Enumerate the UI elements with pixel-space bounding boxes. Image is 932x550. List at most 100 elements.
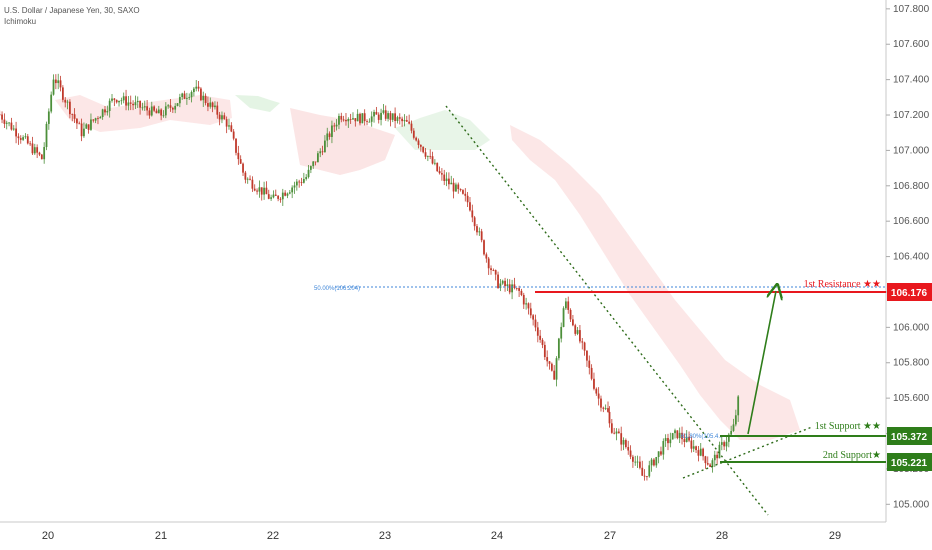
descending-trendline (445, 105, 769, 516)
candle-body (469, 202, 471, 211)
candle-body (162, 115, 165, 117)
candle-body (702, 448, 704, 457)
candle-body (648, 465, 651, 477)
candle-body (445, 178, 448, 181)
candle-body (394, 113, 397, 122)
candle-body (73, 114, 76, 119)
candle-body (431, 156, 434, 164)
candle-body (106, 110, 109, 113)
candle-body (579, 330, 581, 342)
candle-body (167, 105, 170, 107)
candle-body (15, 128, 17, 137)
indicator-label[interactable]: Ichimoku (4, 17, 37, 26)
candle-body (321, 151, 324, 153)
candle-body (699, 448, 702, 456)
candle-body (613, 432, 616, 434)
candle-body (641, 467, 644, 476)
candle-body (583, 342, 586, 351)
candle-body (274, 194, 277, 196)
candle-body (244, 172, 247, 180)
candle-body (384, 110, 387, 119)
candle-body (688, 436, 690, 441)
candle-body (207, 103, 209, 107)
candle-body (298, 181, 301, 183)
time-tick-label: 27 (604, 530, 616, 542)
candle-body (178, 97, 181, 104)
candle-body (697, 450, 700, 456)
candle-body (681, 432, 683, 440)
candle-body (704, 456, 707, 464)
support-1-price-badge: 105.372 (887, 427, 932, 445)
candle-body (440, 173, 443, 175)
candle-body (522, 294, 525, 305)
candle-body (202, 95, 205, 101)
candle-body (520, 290, 523, 295)
candle-body (319, 151, 322, 154)
candle-body (595, 388, 598, 394)
candle-body (235, 138, 237, 153)
candle-body (361, 113, 364, 124)
candle-body (653, 459, 655, 466)
candle-body (232, 131, 235, 139)
candle-body (525, 303, 528, 305)
candle-body (97, 118, 99, 119)
candle-body (513, 284, 516, 289)
candle-body (639, 461, 641, 468)
time-tick-label: 22 (267, 530, 279, 542)
candle-body (548, 361, 551, 364)
candle-body (557, 338, 560, 359)
price-tick-label: 105.800 (893, 358, 930, 369)
candle-body (727, 434, 730, 442)
candle-body (487, 258, 490, 269)
price-tick-label: 107.800 (893, 4, 930, 15)
candle-body (600, 398, 602, 408)
price-tick-label: 107.000 (893, 145, 930, 156)
candle-body (246, 178, 249, 180)
candle-body (314, 161, 317, 163)
candle-body (99, 117, 102, 119)
candle-body (94, 118, 97, 121)
candle-body (415, 137, 418, 141)
candle-body (239, 159, 242, 164)
candle-body (368, 121, 371, 123)
candle-body (622, 440, 625, 445)
candle-body (657, 451, 660, 458)
candle-body (85, 124, 88, 129)
candle-body (690, 440, 693, 449)
candle-body (419, 144, 422, 147)
candle-body (433, 162, 436, 164)
candle-body (562, 308, 565, 327)
candle-body (302, 179, 305, 183)
time-tick-label: 24 (491, 530, 503, 542)
candle-body (634, 461, 637, 463)
candle-body (293, 185, 296, 188)
candle-body (602, 407, 605, 409)
time-tick-label: 28 (716, 530, 728, 542)
candle-body (141, 107, 144, 109)
candle-body (685, 436, 688, 442)
support-2-price-badge: 105.221 (887, 453, 932, 471)
candle-body (429, 156, 432, 157)
candle-body (118, 100, 120, 103)
candle-body (307, 169, 310, 178)
candle-body (473, 217, 476, 227)
candle-body (211, 102, 214, 108)
candle-body (242, 163, 244, 173)
candle-body (316, 153, 319, 163)
candle-body (483, 240, 485, 255)
candle-body (377, 114, 380, 120)
candle-body (214, 105, 216, 108)
candle-body (143, 106, 146, 108)
candle-body (192, 88, 195, 93)
candle-body (125, 96, 127, 106)
candle-body (631, 456, 634, 462)
candle-body (671, 433, 674, 440)
candle-body (113, 98, 116, 100)
candle-body (655, 457, 658, 466)
candle-body (667, 438, 669, 444)
candle-body (345, 119, 347, 122)
candle-body (356, 113, 359, 122)
candle-body (181, 93, 184, 98)
candle-body (216, 105, 219, 115)
